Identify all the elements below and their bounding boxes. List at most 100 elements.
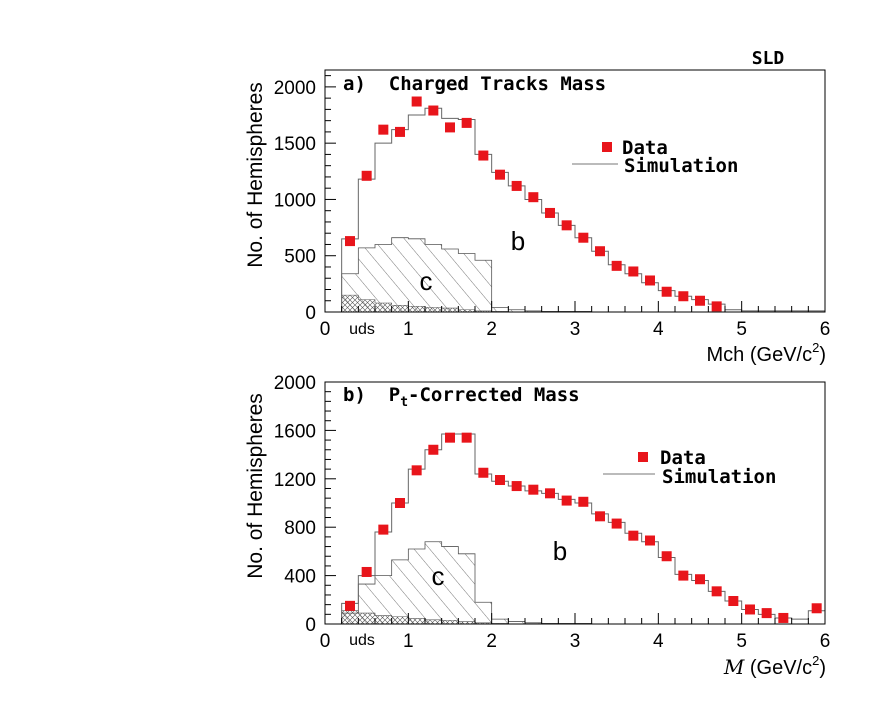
panel-a-data-point bbox=[345, 236, 355, 247]
panel-a-data-point bbox=[645, 275, 655, 286]
panel-a-data-point bbox=[395, 126, 405, 137]
panel-a-b-label: b bbox=[511, 226, 525, 256]
panel-b-data-point bbox=[395, 498, 405, 508]
panel-b-data-point bbox=[711, 586, 722, 597]
panel-b-legend-simulation: Simulation bbox=[662, 466, 776, 488]
panel-b-data-point bbox=[528, 484, 539, 495]
panel-a-y-tick-label: 500 bbox=[284, 247, 316, 268]
panel-a-data-point bbox=[545, 207, 555, 218]
panel-b-data-point bbox=[445, 432, 455, 443]
panel-a-x-tick-label: 5 bbox=[736, 319, 747, 340]
panel-a-c-label: c bbox=[420, 266, 433, 296]
panel-a-legend-simulation: Simulation bbox=[624, 155, 738, 177]
panel-b-data-point bbox=[478, 467, 489, 478]
panel-b-data-point bbox=[545, 488, 555, 499]
panel-a-x-tick-label: 2 bbox=[486, 319, 497, 340]
panel-a-data-point bbox=[495, 169, 505, 180]
panel-a-data-point bbox=[661, 286, 672, 297]
panel-b-data-point bbox=[595, 511, 605, 522]
panel-b-data-point bbox=[361, 566, 372, 577]
panel-a-data-point bbox=[678, 291, 689, 302]
panel-b-data-point bbox=[611, 518, 622, 529]
panel-a-data-point bbox=[695, 295, 705, 306]
panel-a-simulation-histogram bbox=[341, 107, 825, 312]
panel-b-y-tick-label: 2000 bbox=[274, 373, 316, 394]
panel-b-data-point bbox=[628, 530, 639, 541]
panel-a-ylabel: No. of Hemispheres bbox=[244, 82, 267, 268]
panel-b-y-tick-label: 1200 bbox=[274, 470, 316, 491]
panel-a-data-point bbox=[361, 170, 372, 181]
panel-b-b-label: b bbox=[553, 536, 567, 566]
panel-a-data-point bbox=[445, 122, 455, 133]
panel-b-x-tick-label: 6 bbox=[820, 631, 831, 652]
panel-a-x-tick-label: 4 bbox=[653, 319, 664, 340]
panel-a-data-point bbox=[611, 260, 622, 271]
panel-a-data-point bbox=[561, 220, 572, 231]
panel-b-ylabel: No. of Hemispheres bbox=[244, 393, 267, 579]
panel-b-x-tick-label: 0 bbox=[320, 631, 331, 652]
panel-b-uds-label: uds bbox=[349, 632, 375, 649]
panel-a-y-tick-label: 1500 bbox=[274, 134, 316, 155]
sld-label: SLD bbox=[752, 48, 785, 69]
panel-b-data-point bbox=[495, 475, 505, 486]
panel-a-data-point bbox=[411, 96, 422, 107]
panel-a-data-point bbox=[595, 246, 605, 257]
panel-b-x-tick-label: 3 bbox=[570, 631, 581, 652]
panel-a-data-point bbox=[478, 150, 489, 161]
panel-a-legend-data-marker bbox=[602, 142, 612, 152]
panel-a-c-histogram bbox=[341, 237, 825, 313]
panel-b-y-tick-label: 800 bbox=[284, 518, 316, 539]
panel-b-legend-data-marker bbox=[638, 452, 648, 462]
panel-b-title: b) Pt-Corrected Mass bbox=[343, 384, 580, 410]
panel-b-data-point bbox=[678, 570, 689, 581]
panel-a-legend-data: Data bbox=[622, 137, 668, 159]
panel-a-title: a) Charged Tracks Mass bbox=[343, 73, 606, 95]
panel-a-data-point bbox=[628, 266, 639, 277]
panel-b-data-point bbox=[561, 495, 572, 506]
panel-a-x-tick-label: 0 bbox=[320, 319, 331, 340]
panel-b-data-point bbox=[345, 600, 355, 611]
panel-b-x-tick-label: 2 bbox=[486, 631, 497, 652]
panel-a-xlabel: Mch (GeV/c2) bbox=[707, 340, 826, 366]
panel-b-legend-data: Data bbox=[660, 447, 706, 469]
panel-a-uds-label: uds bbox=[349, 321, 375, 338]
panel-a-data-point bbox=[428, 105, 439, 116]
panel-b-data-point bbox=[745, 604, 755, 615]
panel-b-data-point bbox=[378, 524, 389, 535]
panel-a-x-tick-label: 6 bbox=[820, 319, 831, 340]
panel-a-y-tick-label: 2000 bbox=[274, 78, 316, 99]
panel-a-data-point bbox=[528, 192, 539, 203]
panel-a-y-tick-label: 0 bbox=[305, 303, 316, 324]
panel-b-y-tick-label: 400 bbox=[284, 567, 316, 588]
panel-a-x-tick-label: 3 bbox=[570, 319, 581, 340]
panel-a-data-point bbox=[711, 301, 722, 312]
panel-b-data-point bbox=[728, 596, 739, 607]
panel-b-y-tick-label: 1600 bbox=[274, 421, 316, 442]
panel-b-data-point bbox=[411, 465, 422, 476]
panel-a-data-point bbox=[578, 232, 589, 243]
panel-b-data-point bbox=[578, 496, 589, 507]
panel-a-data-point bbox=[461, 117, 472, 128]
panel-b-x-tick-label: 1 bbox=[403, 631, 414, 652]
panel-a-data-point bbox=[511, 180, 522, 191]
panel-a-x-tick-label: 1 bbox=[403, 319, 414, 340]
panel-b-data-point bbox=[661, 551, 672, 562]
panel-b-x-tick-label: 4 bbox=[653, 631, 664, 652]
panel-b-c-label: c bbox=[432, 561, 445, 591]
panel-b-y-tick-label: 0 bbox=[305, 615, 316, 636]
panel-b-data-point bbox=[695, 574, 705, 585]
panel-b: 0 1 2 3 4 5 6 0 400 800 1200 1600 2000 b) Pt-Correct… bbox=[244, 373, 830, 679]
panel-b-data-point bbox=[811, 603, 822, 614]
panel-a-y-tick-label: 1000 bbox=[274, 190, 316, 211]
panel-a-data-point bbox=[378, 124, 389, 135]
panel-a: 0 1 2 3 4 5 6 0 500 1000 1500 2000 a) Charged Track… bbox=[244, 69, 831, 366]
panel-b-xlabel: M (GeV/c2) bbox=[723, 653, 826, 679]
panel-b-data-point bbox=[511, 481, 522, 492]
panel-b-data-point bbox=[761, 608, 772, 619]
panel-b-data-point bbox=[461, 432, 472, 443]
panel-b-data-point bbox=[778, 612, 789, 623]
panel-b-data-point bbox=[428, 444, 439, 455]
panel-b-x-tick-label: 5 bbox=[736, 631, 747, 652]
panel-b-data-point bbox=[645, 535, 655, 546]
